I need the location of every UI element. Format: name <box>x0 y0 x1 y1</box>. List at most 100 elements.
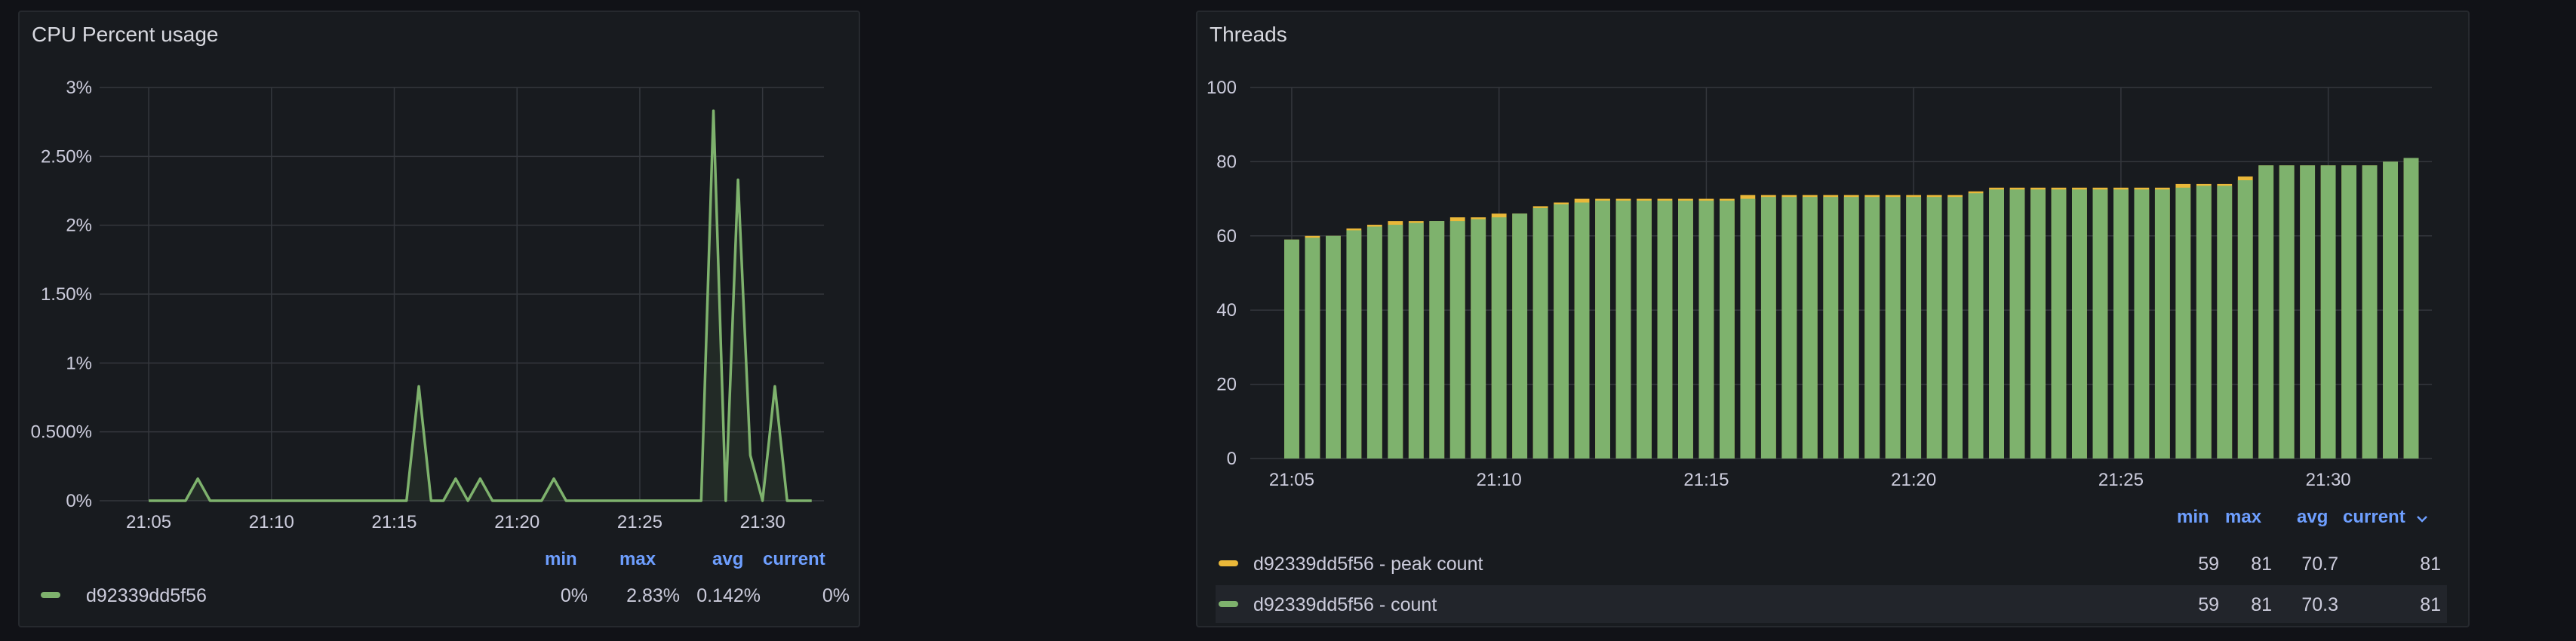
legend-header-min[interactable]: min <box>2177 507 2209 527</box>
bar-count[interactable] <box>1720 201 1735 459</box>
bar-count[interactable] <box>1760 197 1776 459</box>
bar-count[interactable] <box>2154 189 2170 459</box>
bar-count[interactable] <box>2237 180 2253 459</box>
bar-count[interactable] <box>2300 165 2316 459</box>
series-swatch <box>41 592 60 598</box>
legend-row-count[interactable]: d92339dd5f56 - count 59 81 70.3 81 <box>1216 585 2447 623</box>
legend-current: 81 <box>2420 554 2441 575</box>
bar-count[interactable] <box>1449 221 1465 459</box>
bar-count[interactable] <box>2320 165 2336 459</box>
bar-count[interactable] <box>1698 201 1714 459</box>
series-swatch <box>1219 601 1238 607</box>
legend-max: 2.83% <box>626 585 680 606</box>
bar-count[interactable] <box>1843 197 1859 459</box>
bar-count[interactable] <box>2030 189 2046 459</box>
legend-row-cpu[interactable]: d92339dd5f56 0% 2.83% 0.142% 0% <box>29 576 851 614</box>
bar-count[interactable] <box>1740 198 1756 459</box>
bar-count[interactable] <box>2279 165 2295 459</box>
bar-count[interactable] <box>1408 222 1424 459</box>
bar-count[interactable] <box>1678 201 1693 459</box>
legend-min: 59 <box>2198 554 2219 575</box>
series-area <box>149 111 812 501</box>
legend-avg: 70.7 <box>2301 554 2338 575</box>
bar-count[interactable] <box>1532 207 1548 459</box>
legend-current: 81 <box>2420 594 2441 615</box>
bar-count[interactable] <box>1471 219 1486 459</box>
cpu-line-chart[interactable]: 0% 0.500% 1% 1.50% 2% 2.50% 3% 21:05 21:10 21:15 2… <box>20 12 862 540</box>
x-tick-label: 21:30 <box>740 512 785 532</box>
bar-count[interactable] <box>1305 238 1320 459</box>
bar-count[interactable] <box>2196 186 2212 459</box>
legend-header-max[interactable]: max <box>2225 507 2262 527</box>
cpu-usage-panel: CPU Percent usage 0% 0.500% 1% 1.50% 2% 2.50%… <box>18 11 860 627</box>
bar-count[interactable] <box>2258 165 2274 459</box>
y-tick-label: 0% <box>66 491 92 511</box>
legend-header-avg[interactable]: avg <box>2297 507 2329 527</box>
bar-count[interactable] <box>2403 158 2419 459</box>
bar-count[interactable] <box>2383 161 2398 459</box>
legend-max: 81 <box>2251 594 2272 615</box>
bar-count[interactable] <box>2217 186 2233 459</box>
bar-count[interactable] <box>1781 197 1797 459</box>
threads-panel: Threads 0 20 40 60 80 100 21:05 21:10 21:15 21:20… <box>1196 11 2470 627</box>
bar-count[interactable] <box>1491 217 1507 459</box>
legend-header-avg[interactable]: avg <box>712 549 744 569</box>
y-tick-label: 3% <box>66 78 92 98</box>
bar-count[interactable] <box>1429 221 1445 459</box>
threads-bar-chart[interactable]: 0 20 40 60 80 100 21:05 21:10 21:15 21:20 21:25 21:… <box>1197 12 2471 517</box>
y-tick-label: 2.50% <box>41 146 92 167</box>
legend-header-min[interactable]: min <box>545 549 577 569</box>
panel-title[interactable]: Threads <box>1210 23 1287 46</box>
legend-series-name: d92339dd5f56 <box>86 585 207 606</box>
bar-count[interactable] <box>1366 226 1382 459</box>
bar-count[interactable] <box>1906 197 1922 459</box>
y-tick-label: 0.500% <box>31 422 92 443</box>
panel-title[interactable]: CPU Percent usage <box>32 23 219 46</box>
chevron-down-icon[interactable] <box>2416 514 2428 523</box>
bar-count[interactable] <box>1574 202 1590 459</box>
bar-count[interactable] <box>2051 189 2067 459</box>
legend-row-peak-count[interactable]: d92339dd5f56 - peak count 59 81 70.7 81 <box>1216 544 2447 582</box>
bar-count[interactable] <box>2009 189 2025 459</box>
bar-count[interactable] <box>1657 201 1673 459</box>
legend-header-max[interactable]: max <box>619 549 656 569</box>
bar-count[interactable] <box>1595 201 1610 459</box>
bar-count[interactable] <box>1326 235 1341 459</box>
y-tick-label: 40 <box>1216 300 1237 320</box>
x-tick-label: 21:25 <box>2098 470 2144 490</box>
x-tick-label: 21:10 <box>1477 470 1522 490</box>
bar-count[interactable] <box>1554 204 1569 459</box>
legend-avg: 0.142% <box>696 585 761 606</box>
x-tick-label: 21:25 <box>617 512 662 532</box>
y-tick-label: 1% <box>66 353 92 373</box>
y-tick-label: 60 <box>1216 226 1237 247</box>
bar-count[interactable] <box>1637 201 1652 459</box>
bar-count[interactable] <box>2341 165 2356 459</box>
bar-count[interactable] <box>1968 193 1984 459</box>
bar-count[interactable] <box>1926 197 1942 459</box>
bar-count[interactable] <box>2092 189 2108 459</box>
bar-count[interactable] <box>2113 189 2129 459</box>
bar-count[interactable] <box>1802 197 1818 459</box>
bar-count[interactable] <box>1346 230 1362 459</box>
bar-count[interactable] <box>1864 197 1880 459</box>
x-tick-label: 21:15 <box>371 512 417 532</box>
bar-count[interactable] <box>1615 201 1631 459</box>
legend-current: 0% <box>822 585 850 606</box>
bar-count[interactable] <box>1284 239 1299 459</box>
bar-count[interactable] <box>1947 197 1963 459</box>
bar-count[interactable] <box>1823 197 1839 459</box>
series-line[interactable] <box>149 109 812 502</box>
bar-count[interactable] <box>1512 213 1528 459</box>
bar-count[interactable] <box>1885 197 1901 459</box>
bar-count[interactable] <box>1388 225 1403 459</box>
bar-count[interactable] <box>1989 189 2004 459</box>
bar-count[interactable] <box>2175 187 2191 459</box>
legend-header-current[interactable]: current <box>2343 507 2405 527</box>
bar-count[interactable] <box>2362 165 2378 459</box>
bar-count[interactable] <box>2072 189 2087 459</box>
legend-series-name: d92339dd5f56 - peak count <box>1253 554 1483 575</box>
legend-header-current[interactable]: current <box>763 549 825 569</box>
bar-count[interactable] <box>2134 189 2150 459</box>
x-tick-label: 21:05 <box>1269 470 1314 490</box>
